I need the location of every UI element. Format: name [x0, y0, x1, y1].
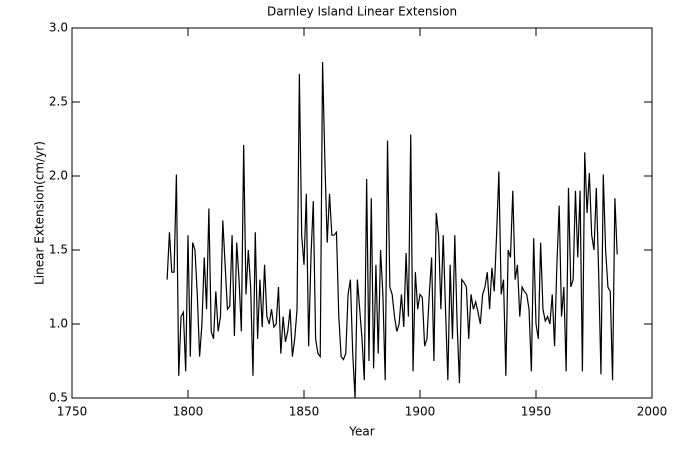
plot-frame [71, 27, 653, 399]
x-tick-label: 1800 [173, 405, 204, 419]
y-tick-label: 2.5 [49, 95, 68, 109]
y-tick-label: 2.0 [49, 169, 68, 183]
x-tick-label: 1950 [521, 405, 552, 419]
chart-title: Darnley Island Linear Extension [267, 5, 457, 19]
y-axis-label: Linear Extension(cm/yr) [33, 141, 47, 285]
x-tick-label: 1850 [289, 405, 320, 419]
y-tick-label: 1.0 [49, 317, 68, 331]
x-tick-label: 1750 [57, 405, 88, 419]
x-tick-label: 1900 [405, 405, 436, 419]
data-line [166, 62, 618, 399]
y-tick-label: 0.5 [49, 391, 68, 405]
y-tick-label: 1.5 [49, 243, 68, 257]
x-tick-label: 2000 [637, 405, 668, 419]
y-tick-label: 3.0 [49, 21, 68, 35]
x-axis-label: Year [348, 425, 374, 439]
